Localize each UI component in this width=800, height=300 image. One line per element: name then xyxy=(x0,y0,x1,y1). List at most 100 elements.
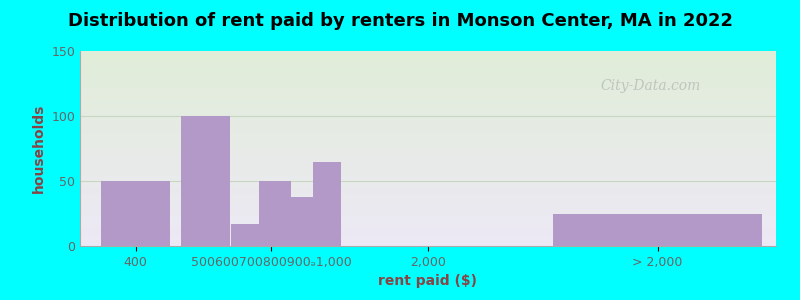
Bar xyxy=(80,185,776,187)
Bar xyxy=(80,214,776,215)
Bar xyxy=(80,128,776,129)
Bar xyxy=(80,219,776,220)
Bar xyxy=(80,227,776,229)
Bar xyxy=(80,88,776,89)
Bar xyxy=(80,120,776,121)
Bar xyxy=(80,72,776,74)
Bar xyxy=(80,133,776,134)
Bar xyxy=(80,193,776,194)
Bar xyxy=(80,137,776,138)
Bar xyxy=(80,96,776,97)
Bar xyxy=(80,197,776,198)
Bar xyxy=(80,89,776,90)
Bar xyxy=(80,184,776,185)
Bar xyxy=(80,132,776,133)
Bar xyxy=(80,92,776,93)
Bar xyxy=(80,124,776,125)
Bar xyxy=(80,226,776,227)
Bar xyxy=(80,242,776,243)
Bar xyxy=(80,154,776,155)
Bar xyxy=(80,78,776,79)
Bar xyxy=(80,144,776,145)
Bar xyxy=(80,191,776,192)
Bar xyxy=(80,172,776,173)
Bar xyxy=(80,167,776,168)
Bar xyxy=(80,109,776,110)
Bar xyxy=(80,110,776,111)
Bar xyxy=(80,140,776,141)
Bar xyxy=(80,85,776,86)
Bar xyxy=(80,93,776,94)
Bar xyxy=(80,233,776,234)
Bar xyxy=(80,190,776,191)
Bar xyxy=(80,235,776,236)
X-axis label: rent paid ($): rent paid ($) xyxy=(378,274,478,288)
Bar xyxy=(80,162,776,163)
Bar xyxy=(80,112,776,113)
Bar xyxy=(80,107,776,109)
Bar xyxy=(80,213,776,214)
Bar xyxy=(80,80,776,81)
Bar xyxy=(80,183,776,184)
Bar xyxy=(80,119,776,120)
Bar xyxy=(80,79,776,80)
Bar xyxy=(80,122,776,123)
Y-axis label: households: households xyxy=(32,104,46,193)
Bar xyxy=(80,160,776,161)
Bar xyxy=(80,195,776,196)
Bar xyxy=(80,134,776,135)
Bar xyxy=(80,145,776,146)
Bar xyxy=(80,187,776,188)
Bar xyxy=(80,156,776,157)
Bar xyxy=(80,166,776,167)
Bar xyxy=(101,181,170,246)
Bar xyxy=(80,164,776,165)
Bar xyxy=(80,148,776,149)
Bar xyxy=(80,59,776,60)
Bar xyxy=(80,52,776,53)
Bar xyxy=(80,244,776,245)
Bar xyxy=(80,118,776,119)
Bar xyxy=(80,240,776,241)
Bar xyxy=(80,234,776,235)
Bar xyxy=(286,196,313,246)
Bar xyxy=(80,201,776,202)
Bar xyxy=(80,55,776,56)
Bar xyxy=(80,75,776,76)
Bar xyxy=(80,224,776,226)
Bar xyxy=(80,179,776,180)
Bar xyxy=(80,62,776,63)
Bar xyxy=(80,174,776,175)
Bar xyxy=(80,178,776,179)
Bar xyxy=(80,130,776,131)
Bar xyxy=(80,53,776,54)
Bar xyxy=(80,141,776,142)
Bar xyxy=(80,74,776,75)
Text: City-Data.com: City-Data.com xyxy=(601,79,701,93)
Bar xyxy=(80,99,776,100)
Bar xyxy=(80,177,776,178)
Bar xyxy=(80,121,776,122)
Bar xyxy=(80,200,776,201)
Bar xyxy=(80,163,776,164)
Bar xyxy=(80,170,776,171)
Bar xyxy=(181,116,230,246)
Bar xyxy=(80,125,776,126)
Bar xyxy=(80,215,776,216)
Bar xyxy=(80,117,776,118)
Bar xyxy=(80,182,776,183)
Text: Distribution of rent paid by renters in Monson Center, MA in 2022: Distribution of rent paid by renters in … xyxy=(67,12,733,30)
Bar xyxy=(80,76,776,77)
Bar xyxy=(80,66,776,67)
Bar xyxy=(80,83,776,84)
Bar xyxy=(80,211,776,212)
Bar xyxy=(80,102,776,103)
Bar xyxy=(80,150,776,152)
Bar xyxy=(80,81,776,82)
Bar xyxy=(80,61,776,62)
Bar xyxy=(80,54,776,55)
Bar xyxy=(80,56,776,57)
Bar xyxy=(80,188,776,190)
Bar xyxy=(80,239,776,240)
Bar xyxy=(80,198,776,199)
